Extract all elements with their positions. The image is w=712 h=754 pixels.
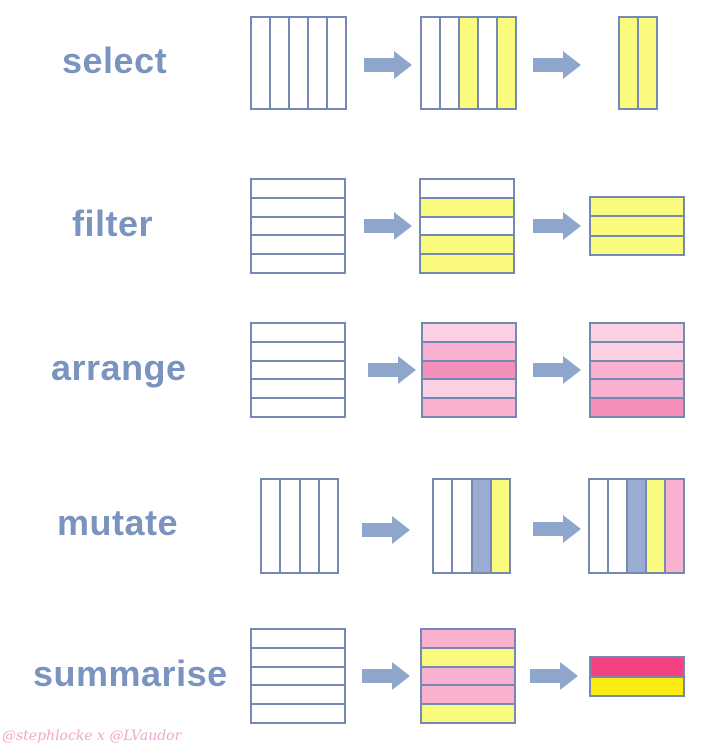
arrow-right-icon [362, 662, 410, 690]
table-select-marked [420, 16, 517, 110]
table-row [252, 378, 344, 398]
table-row [252, 665, 344, 685]
table-arrange-input [250, 322, 346, 418]
table-row [422, 703, 514, 722]
table-mutate-input [260, 478, 339, 574]
table-row [252, 684, 344, 704]
table-column [326, 18, 345, 108]
table-row [591, 324, 683, 341]
table-column [307, 18, 326, 108]
table-column [664, 480, 683, 572]
table-column [607, 480, 626, 572]
table-column [496, 18, 515, 108]
table-row [591, 397, 683, 416]
table-row [421, 234, 513, 254]
table-filter-input [250, 178, 346, 274]
table-filter-marked [419, 178, 515, 274]
table-row [422, 646, 514, 666]
verb-label-summarise: summarise [33, 653, 228, 694]
table-row [252, 630, 344, 647]
table-column [470, 480, 490, 572]
arrow-right-icon [364, 212, 412, 240]
table-column [477, 18, 496, 108]
table-column [298, 480, 318, 572]
table-row [252, 234, 344, 254]
table-row [252, 180, 344, 197]
table-row [252, 340, 344, 360]
table-row [423, 340, 515, 360]
table-row [421, 180, 513, 197]
table-row [591, 234, 683, 254]
table-row [421, 253, 513, 272]
table-row [422, 684, 514, 704]
table-column [451, 480, 471, 572]
table-column [458, 18, 477, 108]
table-row [591, 215, 683, 235]
table-column [288, 18, 307, 108]
table-row [421, 196, 513, 216]
table-row [591, 198, 683, 216]
table-row [591, 340, 683, 360]
credit-text: @stephlocke x @LVaudor [2, 728, 182, 744]
table-select-result [618, 16, 658, 110]
table-summarise-result [589, 656, 685, 697]
arrow-right-icon [533, 51, 581, 79]
table-summarise-marked [420, 628, 516, 724]
table-column [590, 480, 607, 572]
table-column [252, 18, 269, 108]
table-column [620, 18, 637, 108]
table-row [423, 359, 515, 379]
verb-label-arrange: arrange [51, 347, 187, 388]
table-filter-result [589, 196, 685, 256]
table-row [252, 397, 344, 416]
table-row [591, 675, 683, 695]
table-mutate-result [588, 478, 685, 574]
table-column [434, 480, 452, 572]
table-column [422, 18, 439, 108]
arrow-right-icon [530, 662, 578, 690]
table-summarise-input [250, 628, 346, 724]
table-row [591, 378, 683, 398]
table-row [252, 646, 344, 666]
arrow-right-icon [533, 212, 581, 240]
table-row [422, 630, 514, 647]
arrow-right-icon [533, 356, 581, 384]
table-row [252, 196, 344, 216]
table-column [439, 18, 458, 108]
table-row [252, 215, 344, 235]
table-row [252, 253, 344, 272]
table-column [626, 480, 645, 572]
table-row [252, 703, 344, 722]
arrow-right-icon [368, 356, 416, 384]
table-mutate-marked [432, 478, 511, 574]
table-row [422, 665, 514, 685]
arrow-right-icon [362, 516, 410, 544]
table-row [423, 324, 515, 341]
table-row [423, 378, 515, 398]
table-row [591, 658, 683, 676]
table-row [591, 359, 683, 379]
table-column [317, 480, 337, 572]
table-arrange-result [589, 322, 685, 418]
table-select-input [250, 16, 347, 110]
verb-label-filter: filter [72, 203, 154, 244]
table-column [262, 480, 280, 572]
verb-label-select: select [62, 40, 168, 81]
table-column [279, 480, 299, 572]
table-column [645, 480, 664, 572]
table-row [421, 215, 513, 235]
table-row [252, 324, 344, 341]
table-column [269, 18, 288, 108]
table-row [252, 359, 344, 379]
verb-label-mutate: mutate [57, 502, 179, 543]
table-column [489, 480, 509, 572]
table-column [637, 18, 656, 108]
table-arrange-marked [421, 322, 517, 418]
table-row [423, 397, 515, 416]
arrow-right-icon [364, 51, 412, 79]
arrow-right-icon [533, 515, 581, 543]
